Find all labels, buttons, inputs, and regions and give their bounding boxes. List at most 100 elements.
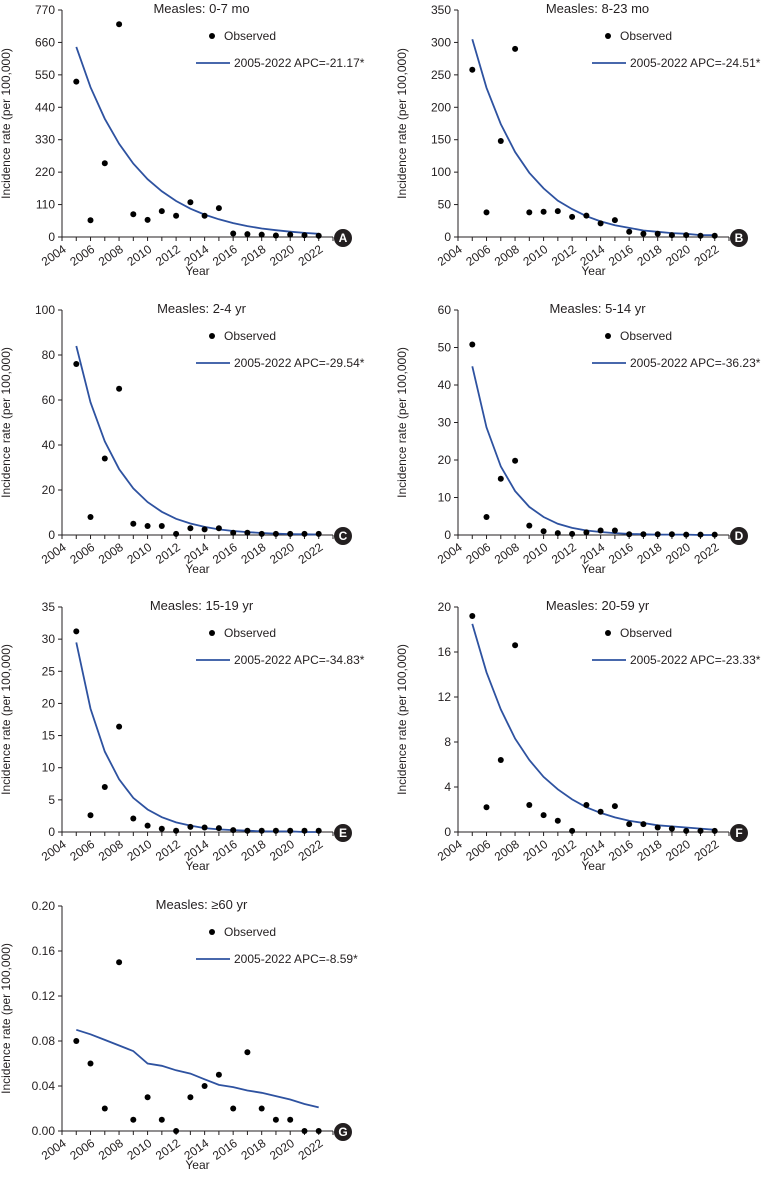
observed-point bbox=[540, 812, 547, 819]
observed-point bbox=[144, 822, 151, 829]
y-tick-label: 0 bbox=[444, 528, 451, 542]
y-axis-title: Incidence rate (per 100,000) bbox=[0, 644, 13, 795]
legend-fit-label: 2005-2022 APC=-24.51* bbox=[630, 56, 761, 70]
observed-point bbox=[540, 528, 547, 535]
observed-point bbox=[130, 211, 137, 218]
x-tick-label: 2022 bbox=[296, 540, 326, 567]
panel-title: Measles: 0-7 mo bbox=[153, 1, 249, 16]
panel-a: 0110220330440550660770200420062008201020… bbox=[0, 1, 365, 278]
panel-letter: D bbox=[735, 529, 744, 543]
observed-point bbox=[301, 530, 308, 537]
x-tick-label: 2020 bbox=[267, 1136, 297, 1163]
observed-point bbox=[258, 1105, 265, 1112]
x-tick-label: 2006 bbox=[463, 540, 493, 567]
observed-point bbox=[130, 815, 137, 822]
observed-point bbox=[215, 1071, 222, 1078]
x-tick-label: 2020 bbox=[267, 242, 297, 269]
observed-point bbox=[201, 212, 208, 219]
observed-point bbox=[272, 1116, 279, 1123]
y-tick-label: 100 bbox=[35, 303, 55, 317]
panel-letter: B bbox=[735, 231, 744, 245]
observed-point bbox=[611, 527, 618, 534]
y-axis-title: Incidence rate (per 100,000) bbox=[395, 48, 409, 199]
x-tick-label: 2006 bbox=[67, 540, 97, 567]
x-tick-label: 2022 bbox=[296, 1136, 326, 1163]
observed-point bbox=[711, 827, 718, 834]
y-tick-label: 8 bbox=[444, 735, 451, 749]
observed-point bbox=[512, 457, 519, 464]
observed-point bbox=[469, 66, 476, 73]
x-tick-label: 2006 bbox=[67, 242, 97, 269]
y-tick-label: 550 bbox=[35, 68, 55, 82]
observed-point bbox=[244, 231, 251, 238]
x-tick-label: 2006 bbox=[463, 837, 493, 864]
observed-point bbox=[258, 530, 265, 537]
y-tick-label: 12 bbox=[438, 690, 452, 704]
legend: Observed 2005-2022 APC=-8.59* bbox=[196, 925, 358, 966]
observed-point bbox=[315, 530, 322, 537]
x-tick-label: 2018 bbox=[635, 242, 665, 269]
y-tick-label: 30 bbox=[438, 416, 452, 430]
panel-title: Measles: 5-14 yr bbox=[549, 301, 646, 316]
x-tick-label: 2010 bbox=[520, 837, 550, 864]
x-tick-label: 2004 bbox=[435, 837, 465, 864]
observed-point bbox=[597, 527, 604, 534]
observed-point bbox=[554, 817, 561, 824]
panel-badge bbox=[334, 824, 352, 842]
observed-point bbox=[654, 824, 661, 831]
legend-fit-label: 2005-2022 APC=-29.54* bbox=[234, 356, 365, 370]
observed-point bbox=[215, 825, 222, 832]
x-tick-label: 2020 bbox=[663, 242, 693, 269]
observed-point bbox=[201, 1083, 208, 1089]
apc-fit-line bbox=[471, 366, 715, 536]
x-tick-label: 2012 bbox=[153, 242, 183, 269]
observed-point bbox=[597, 808, 604, 815]
panel-letter: C bbox=[339, 529, 348, 543]
y-tick-label: 440 bbox=[35, 100, 55, 114]
observed-point bbox=[569, 827, 576, 834]
x-tick-label: 2016 bbox=[210, 837, 240, 864]
y-tick-label: 16 bbox=[438, 645, 452, 659]
x-tick-label: 2004 bbox=[39, 837, 69, 864]
observed-point bbox=[583, 802, 590, 808]
panel-e: 0510152025303520042006200820102012201420… bbox=[0, 598, 365, 873]
observed-point bbox=[668, 825, 675, 832]
observed-point bbox=[697, 531, 704, 538]
observed-point bbox=[101, 1105, 108, 1112]
panel-title: Measles: 15-19 yr bbox=[150, 598, 254, 613]
x-tick-label: 2022 bbox=[296, 242, 326, 269]
apc-fit-line bbox=[471, 38, 715, 236]
x-axis-title: Year bbox=[581, 859, 605, 873]
observed-point bbox=[230, 1105, 237, 1112]
x-tick-label: 2004 bbox=[39, 540, 69, 567]
observed-point bbox=[640, 531, 647, 538]
legend-observed-marker bbox=[605, 33, 611, 39]
x-tick-label: 2006 bbox=[67, 1136, 97, 1163]
x-tick-label: 2016 bbox=[210, 540, 240, 567]
observed-point bbox=[173, 1128, 180, 1134]
y-tick-label: 150 bbox=[431, 133, 451, 147]
x-tick-label: 2006 bbox=[67, 837, 97, 864]
x-tick-label: 2008 bbox=[96, 242, 126, 269]
x-tick-label: 2022 bbox=[692, 837, 722, 864]
observed-point bbox=[315, 827, 322, 834]
panel-d: 0102030405060200420062008201020122014201… bbox=[395, 301, 761, 576]
observed-point bbox=[583, 529, 590, 536]
legend-observed-marker bbox=[209, 333, 215, 339]
y-tick-label: 0.04 bbox=[32, 1079, 56, 1093]
x-tick-label: 2020 bbox=[663, 837, 693, 864]
observed-point bbox=[683, 827, 690, 834]
y-tick-label: 0 bbox=[48, 528, 55, 542]
x-tick-label: 2022 bbox=[692, 540, 722, 567]
observed-point bbox=[287, 1116, 294, 1123]
observed-point bbox=[497, 757, 504, 763]
x-tick-label: 2006 bbox=[463, 242, 493, 269]
observed-point bbox=[215, 525, 222, 532]
observed-point bbox=[483, 804, 490, 811]
panel-g: 0.00 0.04 0.08 0.12 0.16 0.20 2004200620082010… bbox=[0, 897, 358, 1172]
x-tick-label: 2012 bbox=[153, 540, 183, 567]
apc-fit-line bbox=[471, 623, 715, 831]
legend-observed-marker bbox=[209, 929, 215, 935]
observed-point bbox=[697, 827, 704, 834]
observed-point bbox=[301, 827, 308, 834]
